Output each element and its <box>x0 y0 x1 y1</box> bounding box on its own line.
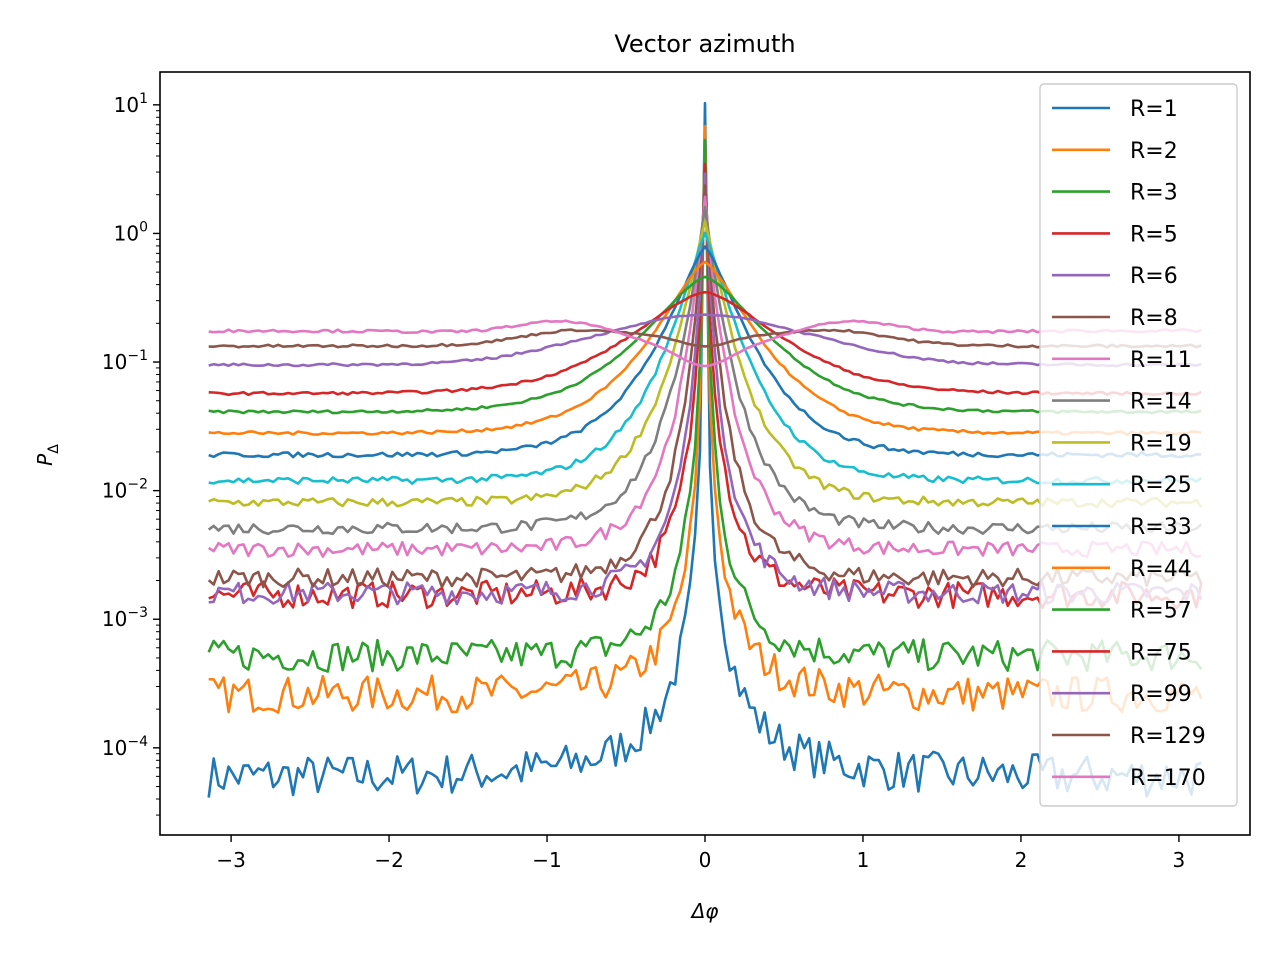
x-tick-label: 1 <box>857 848 870 872</box>
series-line-r-2 <box>208 124 1203 714</box>
series-line-r-19 <box>208 220 1203 509</box>
series-line-r-14 <box>207 205 1203 536</box>
y-axis: 10−4 10−3 10−2 10−1 100 101 <box>102 91 160 816</box>
legend-label: R=3 <box>1130 181 1178 206</box>
x-tick-label: −1 <box>532 848 561 872</box>
y-tick-label: 10−2 <box>102 477 148 503</box>
series-line-r-44 <box>208 260 1202 436</box>
series-line-r-3 <box>207 138 1203 673</box>
series-line-r-1 <box>207 101 1202 798</box>
legend-label: R=25 <box>1130 473 1192 498</box>
series-line-r-99 <box>208 313 1202 368</box>
legend: R=1 R=2 R=3 R=5 R=6 R=8 R=11 R=14 R=19 R=25 R=33 R=… <box>1039 83 1238 807</box>
chart-title: Vector azimuth <box>614 30 795 58</box>
y-tick-label: 10−3 <box>102 605 148 631</box>
y-tick-label: 10−1 <box>102 348 148 374</box>
legend-label: R=170 <box>1130 766 1206 791</box>
series-line-r-170 <box>208 319 1202 368</box>
y-axis-label-main: P <box>33 453 57 466</box>
legend-label: R=11 <box>1130 348 1192 373</box>
x-tick-label: −3 <box>216 848 245 872</box>
series-line-r-129 <box>208 328 1202 349</box>
series-line-r-6 <box>208 172 1203 606</box>
series-layer <box>207 101 1203 798</box>
legend-label: R=1 <box>1130 97 1178 122</box>
y-axis-label: PΔ <box>33 444 62 466</box>
y-tick-label: 100 <box>114 219 148 245</box>
x-tick-label: 0 <box>699 848 712 872</box>
svg-text:PΔ: PΔ <box>33 444 62 466</box>
legend-label: R=99 <box>1130 682 1192 707</box>
legend-label: R=8 <box>1130 306 1178 331</box>
series-line-r-75 <box>208 290 1202 397</box>
legend-box <box>1039 83 1238 807</box>
legend-label: R=14 <box>1130 390 1192 415</box>
series-line-r-33 <box>208 245 1202 459</box>
x-tick-label: 3 <box>1173 848 1186 872</box>
y-tick-label: 10−4 <box>102 734 148 760</box>
legend-label: R=44 <box>1130 557 1192 582</box>
legend-label: R=33 <box>1130 515 1192 540</box>
x-tick-label: −2 <box>374 848 403 872</box>
x-tick-label: 2 <box>1015 848 1028 872</box>
series-line-r-57 <box>208 275 1202 415</box>
legend-label: R=5 <box>1130 222 1178 247</box>
legend-label: R=6 <box>1130 264 1178 289</box>
x-axis: −3 −2 −1 0 1 2 3 <box>216 835 1185 872</box>
y-axis-label-sub: Δ <box>46 444 62 454</box>
series-line-r-8 <box>207 184 1203 589</box>
legend-label: R=129 <box>1130 724 1206 749</box>
legend-label: R=19 <box>1130 431 1192 456</box>
legend-label: R=75 <box>1130 640 1192 665</box>
legend-label: R=57 <box>1130 599 1192 624</box>
x-axis-label: Δφ <box>690 899 719 923</box>
legend-label: R=2 <box>1130 139 1178 164</box>
series-line-r-25 <box>208 231 1203 486</box>
y-tick-label: 101 <box>114 91 148 117</box>
series-line-r-11 <box>208 195 1202 558</box>
